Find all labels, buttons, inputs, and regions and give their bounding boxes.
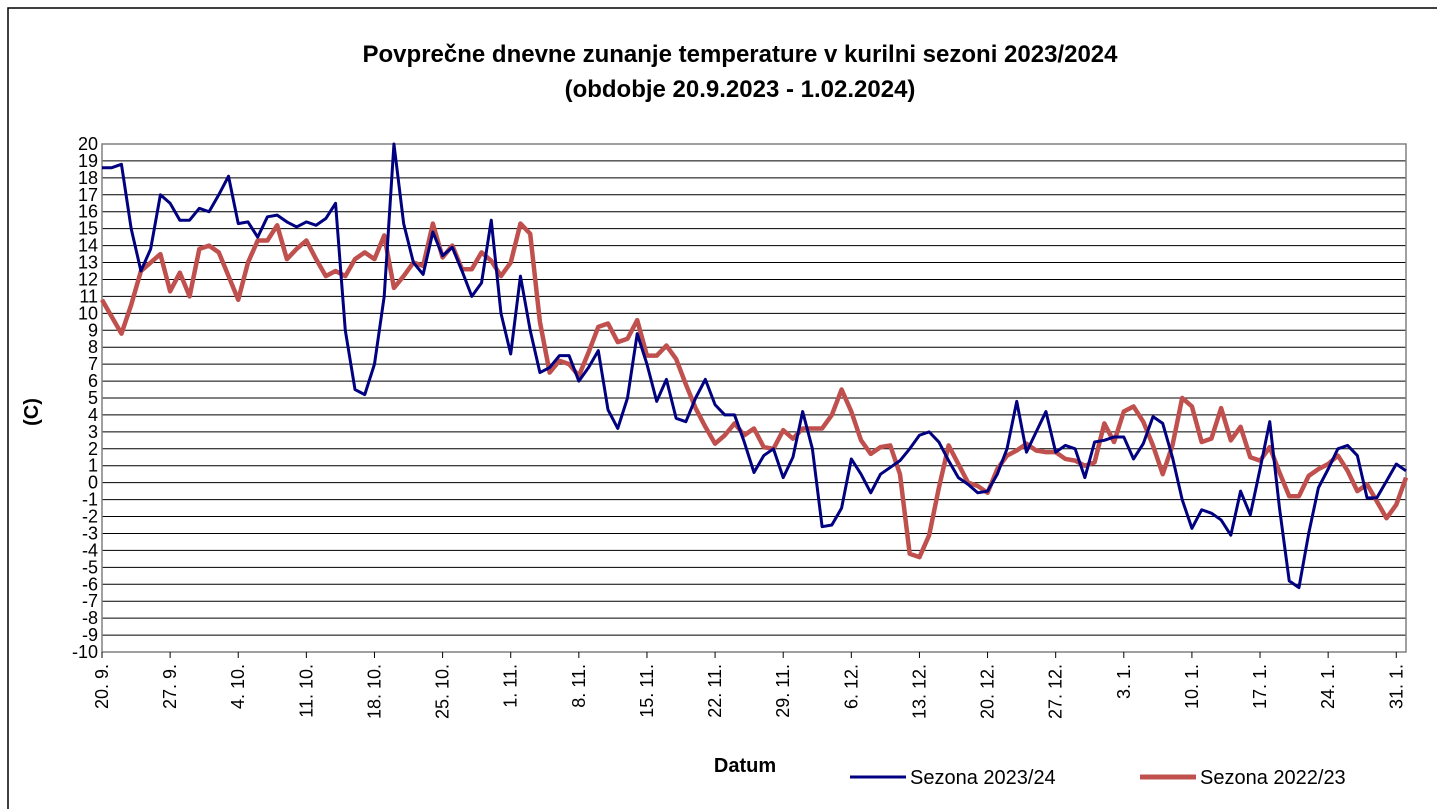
y-tick-label: -9 [82,625,98,645]
frame [7,7,1437,809]
x-axis-label: Datum [714,755,776,777]
x-tick-label: 18. 10. [364,664,384,719]
y-tick-label: 1 [88,456,98,476]
y-tick-label: 5 [88,388,98,408]
y-tick-label: 18 [78,168,98,188]
y-tick-label: 11 [79,286,98,306]
x-tick-label: 10. 1. [1182,664,1202,709]
x-tick-label: 24. 1. [1318,664,1338,709]
chart-subtitle: (obdobje 20.9.2023 - 1.02.2024) [565,76,916,103]
x-tick-label: 1. 11. [501,664,521,708]
x-tick-label: 22. 11. [705,664,725,718]
x-tick-label: 20. 9. [92,664,112,709]
chart-title: Povprečne dnevne zunanje temperature v k… [363,41,1119,68]
y-tick-label: 15 [78,219,98,239]
y-tick-label: 9 [88,320,98,340]
y-tick-label: -10 [72,642,98,662]
series-line [102,142,1407,590]
y-tick-label: 14 [78,236,98,256]
x-tick-label: 20. 12. [978,664,998,719]
y-tick-label: 2 [88,439,98,459]
y-axis-label: (C) [21,398,43,426]
x-tick-label: 29. 11. [773,664,793,718]
y-tick-label: 12 [78,269,98,289]
y-tick-label: 17 [78,185,98,205]
x-tick-label: 13. 12. [909,664,929,719]
y-tick-label: 16 [78,202,98,222]
y-tick-label: 0 [88,473,98,493]
y-tick-label: -6 [82,574,98,594]
y-tick-label: 8 [88,337,98,357]
y-tick-label: -5 [82,557,98,577]
plot-border [101,143,1407,653]
y-tick-label: -2 [82,507,98,527]
x-tick-label: 25. 10. [433,664,453,719]
y-tick-label: 10 [78,303,98,323]
x-tick-label: 17. 1. [1250,664,1270,709]
y-tick-label: 20 [78,134,98,154]
x-tick-label: 8. 11. [569,664,589,708]
y-tick-label: 6 [88,371,98,391]
y-tick-label: 4 [88,405,98,425]
x-tick-label: 6. 12. [841,664,861,709]
y-tick-label: -8 [82,608,98,628]
legend-label: Sezona 2023/24 [910,767,1056,789]
x-tick-label: 27. 12. [1046,664,1066,719]
legend-label: Sezona 2022/23 [1200,767,1346,789]
x-tick-label: 31. 1. [1386,664,1406,709]
y-tick-label: -4 [82,540,98,560]
y-tick-label: -7 [82,591,98,611]
x-tick-label: 3. 1. [1114,664,1134,699]
y-tick-label: -3 [82,523,98,543]
y-tick-label: 13 [78,253,98,273]
x-tick-label: 4. 10. [228,664,248,709]
y-tick-label: 3 [88,422,98,442]
series-line [100,221,1409,560]
x-tick-label: 11. 10. [296,664,316,718]
x-tick-label: 15. 11. [637,664,657,718]
y-tick-label: -1 [82,490,98,510]
y-tick-label: 7 [88,354,98,374]
x-tick-label: 27. 9. [160,664,180,709]
y-tick-label: 19 [78,151,98,171]
